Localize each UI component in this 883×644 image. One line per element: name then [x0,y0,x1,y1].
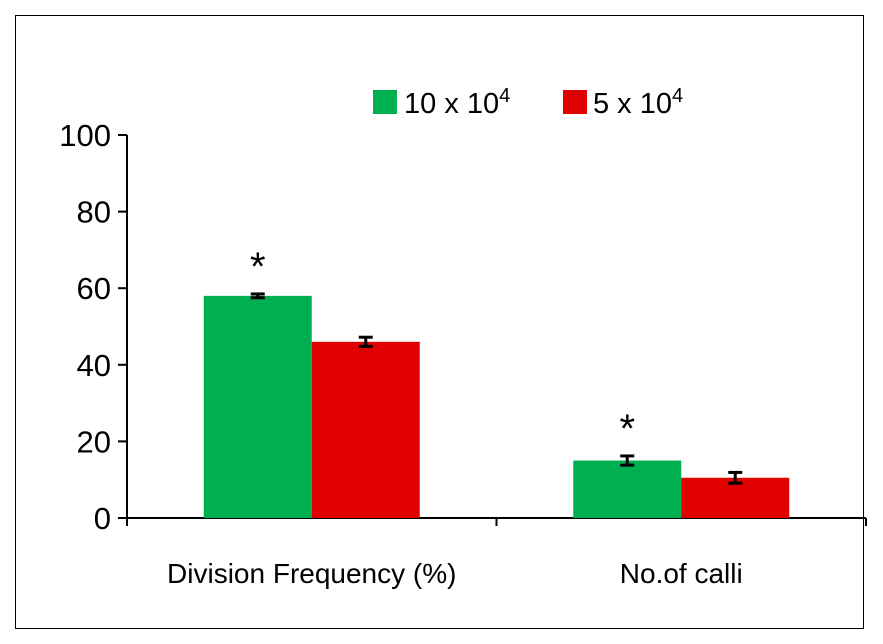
chart-frame [15,15,864,629]
y-tick-label: 20 [77,424,111,459]
bar [311,341,420,518]
axes: 0 20 40 60 80 100 [59,118,867,536]
y-tick-label: 40 [77,348,111,383]
y-tick-label: 100 [59,118,111,153]
y-tick-label: 60 [77,271,111,306]
x-category-label: Division Frequency (%) [167,558,456,589]
labels: Division Frequency (%) No.of calli * * [167,245,743,589]
x-category-label: No.of calli [620,558,743,589]
legend-label: 5 x 104 [593,85,683,120]
legend: 10 x 104 5 x 104 [373,85,683,120]
legend-swatch [563,90,587,114]
y-tick-label: 80 [77,195,111,230]
bar [203,295,312,518]
y-tick-label: 0 [94,501,111,536]
bars [203,292,790,518]
significance-marker: * [619,407,635,451]
legend-swatch [373,90,397,114]
bar [573,460,682,518]
legend-label: 10 x 104 [404,85,510,120]
significance-marker: * [250,245,266,289]
